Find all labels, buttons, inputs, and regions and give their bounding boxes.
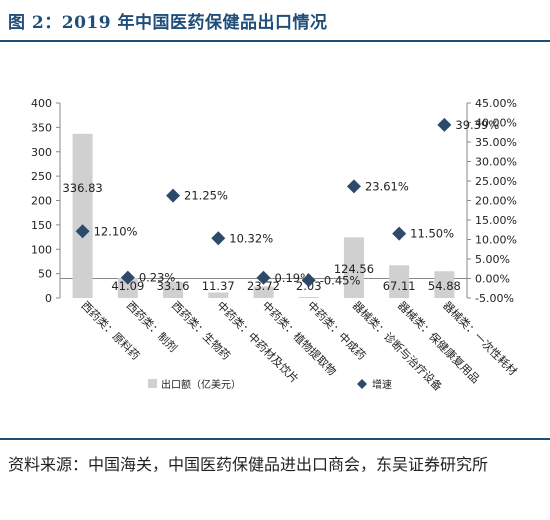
bar-value-label: 336.83	[62, 181, 102, 195]
category-label: 器械类：一次性耗材	[440, 298, 520, 378]
right-axis-tick-label: 5.00%	[475, 253, 510, 266]
left-axis-tick-label: 400	[31, 97, 52, 110]
growth-marker	[437, 117, 452, 132]
growth-marker	[392, 226, 407, 241]
growth-marker	[256, 270, 271, 285]
left-axis-tick-label: 250	[31, 170, 52, 183]
growth-marker	[75, 224, 90, 239]
bar	[298, 297, 319, 298]
growth-value-label: 0.23%	[139, 271, 176, 285]
left-axis-tick-label: 0	[45, 292, 52, 305]
bar-value-label: 11.37	[202, 279, 235, 293]
legend-bar-swatch	[148, 379, 157, 388]
growth-value-label: 21.25%	[184, 189, 228, 203]
figure-title: 图 2：2019 年中国医药保健品出口情况	[8, 13, 328, 33]
category-label: 中药类：中药材及饮片	[214, 298, 302, 386]
growth-marker	[211, 231, 226, 246]
legend-growth-label: 增速	[372, 378, 392, 391]
bar	[72, 133, 93, 298]
bar-value-label: 124.56	[334, 262, 374, 276]
bar	[208, 292, 229, 298]
left-axis-tick-label: 50	[38, 268, 52, 281]
left-axis-tick-label: 300	[31, 146, 52, 159]
bar	[434, 271, 455, 298]
left-axis-tick-label: 150	[31, 219, 52, 232]
category-label: 中药类：植物提取物	[259, 298, 339, 378]
bar-value-label: 67.11	[383, 279, 416, 293]
growth-value-label: 11.50%	[410, 227, 454, 241]
category-label: 器械类：诊断与治疗设备	[350, 298, 445, 393]
growth-value-label: 23.61%	[365, 179, 409, 193]
bar	[253, 286, 274, 298]
growth-value-label: -0.45%	[320, 273, 361, 287]
right-axis-tick-label: 25.00%	[475, 175, 517, 188]
growth-value-label: 12.10%	[94, 224, 138, 238]
bar	[343, 237, 364, 298]
left-axis-tick-label: 100	[31, 243, 52, 256]
growth-marker	[166, 188, 181, 203]
right-axis-tick-label: 40.00%	[475, 117, 517, 130]
export-chart: 0 50 100 150 200 250 300 350 400 -5.00% 0.00% 5.00%…	[31, 97, 520, 394]
growth-value-label: 39.39%	[455, 118, 499, 132]
right-axis-tick-label: -5.00%	[475, 292, 514, 305]
legend-diamond-icon	[357, 379, 367, 389]
legend-bar-label: 出口额（亿美元）	[161, 378, 241, 391]
source-rule	[0, 438, 550, 440]
bar-value-label: 54.88	[428, 279, 461, 293]
bar	[117, 277, 138, 298]
growth-marker	[346, 179, 361, 194]
right-axis-tick-label: 35.00%	[475, 136, 517, 149]
growth-value-label: 0.19%	[275, 271, 312, 285]
growth-marker	[120, 270, 135, 285]
bar-value-label: 41.09	[111, 279, 144, 293]
title-rule	[0, 40, 550, 42]
right-axis-tick-label: 20.00%	[475, 195, 517, 208]
growth-value-label: 10.32%	[229, 231, 273, 245]
left-axis-tick-label: 350	[31, 121, 52, 134]
category-label: 器械类：保健康复用品	[395, 298, 483, 386]
source-note: 资料来源：中国海关，中国医药保健品进出口商会，东吴证券研究所	[8, 455, 489, 474]
right-axis-tick-label: 45.00%	[475, 97, 517, 110]
right-axis-tick-label: 30.00%	[475, 156, 517, 169]
right-axis-tick-label: 15.00%	[475, 214, 517, 227]
right-axis-tick-label: 10.00%	[475, 234, 517, 247]
bar-value-label: 33.16	[157, 279, 190, 293]
growth-marker	[301, 273, 316, 288]
bar-value-label: 23.72	[247, 279, 280, 293]
left-axis-tick-label: 200	[31, 195, 52, 208]
right-axis-tick-label: 0.00%	[475, 273, 510, 286]
bar	[389, 265, 410, 298]
bar	[163, 281, 184, 298]
